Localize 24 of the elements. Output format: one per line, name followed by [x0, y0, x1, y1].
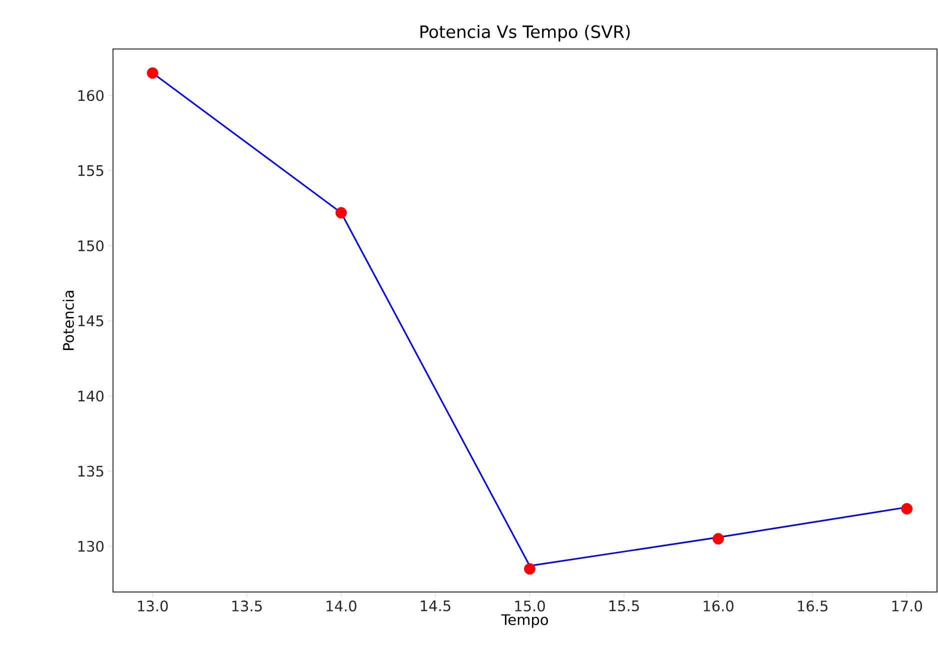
chart-title: Potencia Vs Tempo (SVR)	[420, 24, 630, 42]
y-tick-label: 160	[78, 90, 104, 102]
y-tick-label: 130	[78, 540, 104, 552]
y-tick-label: 140	[78, 390, 104, 402]
x-tick-label: 16.5	[798, 600, 828, 612]
y-tick-label: 150	[78, 240, 104, 252]
x-tick-label: 13.0	[138, 600, 168, 612]
x-tick-label: 16.0	[704, 600, 734, 612]
x-tick-label: 15.0	[515, 600, 545, 612]
x-tick-label: 14.5	[420, 600, 450, 612]
x-tick-label: 13.5	[232, 600, 262, 612]
point	[901, 503, 913, 514]
point	[524, 563, 536, 575]
y-tick-label: 135	[78, 466, 104, 477]
y-axis-title: Potencia	[62, 290, 74, 350]
y-tick-label: 145	[78, 316, 104, 326]
point	[712, 533, 724, 544]
x-tick-label: 17.0	[892, 600, 922, 612]
point	[335, 207, 347, 218]
x-tick-label: 14.0	[326, 600, 356, 612]
y-tick-label: 155	[78, 165, 104, 176]
point	[146, 67, 158, 79]
x-axis-title: Tempo	[501, 614, 548, 628]
x-tick-label: 15.5	[609, 600, 639, 612]
